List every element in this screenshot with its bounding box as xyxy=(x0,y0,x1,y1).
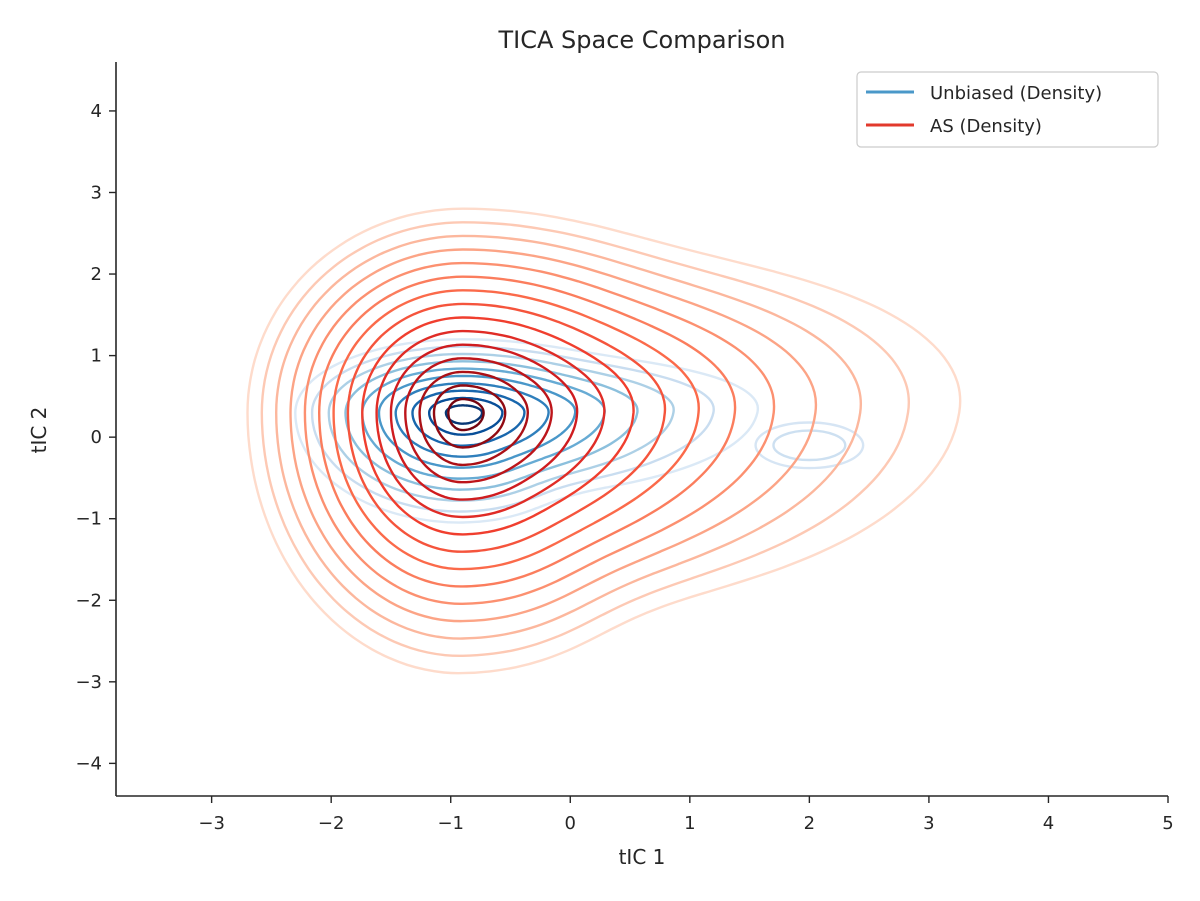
as-contour-level-15 xyxy=(246,207,962,675)
as-contour-level-11 xyxy=(303,261,776,606)
legend-label-as: AS (Density) xyxy=(930,116,1042,137)
y-tick-label: −1 xyxy=(75,509,102,530)
unbiased-contour-level-8 xyxy=(327,352,675,502)
x-tick-label: −3 xyxy=(198,813,225,834)
unbiased-secondary-contour-1 xyxy=(754,421,865,470)
unbiased-contour-level-2 xyxy=(427,396,504,436)
as-contour-level-9 xyxy=(332,289,700,571)
as-contour-level-10 xyxy=(317,275,737,588)
x-tick-label: 2 xyxy=(804,813,815,834)
as-contour-level-1 xyxy=(447,397,485,432)
y-axis-title: tIC 2 xyxy=(27,407,51,454)
as-contour-level-2 xyxy=(432,384,507,449)
y-tick-label: −4 xyxy=(75,753,102,774)
unbiased-contour-level-1 xyxy=(444,404,484,425)
y-tick-label: 0 xyxy=(91,427,102,448)
y-tick-label: 1 xyxy=(91,346,102,367)
legend-label-unbiased: Unbiased (Density) xyxy=(930,83,1102,104)
as-contour-level-3 xyxy=(418,370,530,467)
x-axis-ticks: −3 −2 −1 0 1 2 3 4 5 xyxy=(198,796,1174,834)
unbiased-contour-level-9 xyxy=(310,345,716,513)
x-tick-label: 1 xyxy=(684,813,695,834)
x-tick-label: 3 xyxy=(923,813,934,834)
as-contour-level-12 xyxy=(289,248,818,623)
x-tick-label: 4 xyxy=(1043,813,1054,834)
legend-frame xyxy=(856,71,1159,148)
x-tick-label: −2 xyxy=(318,813,345,834)
unbiased-contour-level-4 xyxy=(394,382,550,458)
y-tick-label: 3 xyxy=(91,182,102,203)
legend: Unbiased (Density) AS (Density) xyxy=(856,71,1159,148)
as-contour-level-8 xyxy=(346,302,667,553)
y-axis-ticks: −4 −3 −2 −1 0 1 2 3 4 xyxy=(75,101,116,774)
as-contour-level-6 xyxy=(375,329,606,519)
as-contour-level-14 xyxy=(260,221,911,658)
unbiased-contour-level-5 xyxy=(377,374,577,469)
y-tick-label: −3 xyxy=(75,672,102,693)
y-tick-label: 4 xyxy=(91,101,102,122)
as-contour-level-5 xyxy=(389,343,579,501)
unbiased-secondary-contour-2 xyxy=(772,429,847,462)
x-tick-label: 0 xyxy=(565,813,576,834)
as-contour-level-4 xyxy=(404,357,553,484)
unbiased-contour-level-10 xyxy=(294,338,760,524)
as-contour-level-13 xyxy=(274,234,863,640)
unbiased-contour-level-7 xyxy=(344,360,639,491)
x-tick-label: 5 xyxy=(1162,813,1173,834)
unbiased-density-contours xyxy=(294,338,865,524)
y-tick-label: −2 xyxy=(75,590,102,611)
chart-title: TICA Space Comparison xyxy=(497,26,785,54)
as-density-contours xyxy=(246,207,962,675)
y-tick-label: 2 xyxy=(91,264,102,285)
plot-area xyxy=(246,207,962,675)
x-axis-title: tIC 1 xyxy=(619,845,666,869)
as-contour-level-7 xyxy=(361,316,635,536)
x-tick-label: −1 xyxy=(437,813,464,834)
